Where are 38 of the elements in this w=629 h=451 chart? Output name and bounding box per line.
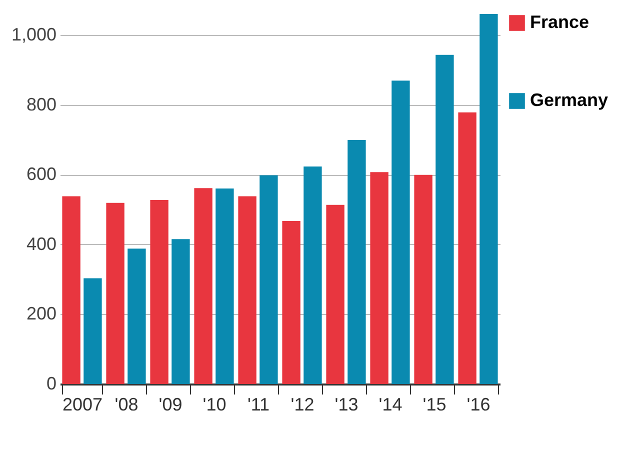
bar: [62, 196, 80, 384]
bar: [392, 80, 410, 384]
bar: [282, 220, 300, 384]
bar: [172, 239, 190, 384]
x-tick-label: '08: [114, 394, 138, 414]
x-tick-label: '09: [158, 394, 182, 414]
legend-label: France: [530, 12, 590, 32]
x-tick-label: '11: [247, 394, 270, 414]
bar: [238, 196, 256, 384]
bar: [414, 174, 432, 384]
y-tick-label: 1,000: [11, 24, 56, 44]
bar: [480, 14, 498, 384]
x-tick-label: '12: [290, 394, 314, 414]
bar: [128, 248, 146, 384]
bar: [458, 112, 476, 384]
y-tick-label: 600: [26, 164, 56, 184]
y-tick-label: 400: [26, 234, 56, 254]
y-tick-label: 0: [46, 374, 56, 394]
x-tick-label: '13: [334, 394, 358, 414]
bar: [436, 54, 454, 384]
x-tick-label: '10: [202, 394, 226, 414]
bar: [326, 204, 344, 384]
bar: [84, 278, 102, 384]
bar: [304, 166, 322, 384]
x-tick-label: '14: [378, 394, 402, 414]
bar: [194, 188, 212, 384]
bar: [260, 175, 278, 384]
bar: [150, 200, 168, 384]
y-tick-label: 200: [26, 304, 56, 324]
x-tick-label: '15: [422, 394, 446, 414]
bar: [348, 140, 366, 384]
bar: [216, 188, 234, 384]
y-tick-label: 800: [26, 94, 56, 114]
bar: [370, 172, 388, 384]
x-tick-label: 2007: [62, 394, 103, 414]
legend-label: Germany: [530, 90, 608, 110]
bar: [106, 202, 124, 384]
x-tick-label: '16: [466, 394, 490, 414]
